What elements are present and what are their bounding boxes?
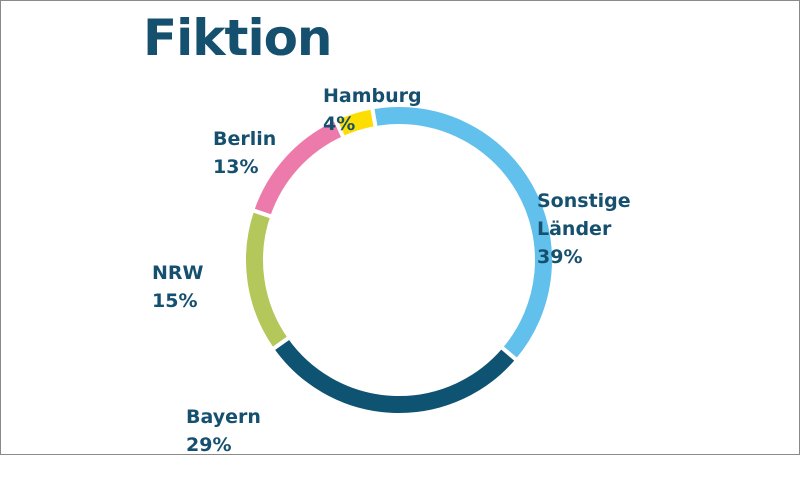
chart-frame: Fiktion Sonstige Länder 39% Bayern 29% N…: [0, 0, 800, 456]
slice-hamburg: [332, 105, 379, 141]
label-berlin: Berlin 13%: [213, 128, 277, 178]
chart-title: Fiktion: [143, 9, 333, 67]
slice-nrw: [242, 207, 293, 353]
label-bayern: Bayern 29%: [186, 406, 261, 456]
label-nrw: NRW 15%: [152, 262, 204, 312]
donut-chart: [242, 103, 556, 417]
slice-bayern: [269, 334, 520, 417]
label-hamburg: Hamburg 4%: [323, 85, 422, 135]
label-sonstige-laender: Sonstige Länder 39%: [537, 190, 631, 268]
